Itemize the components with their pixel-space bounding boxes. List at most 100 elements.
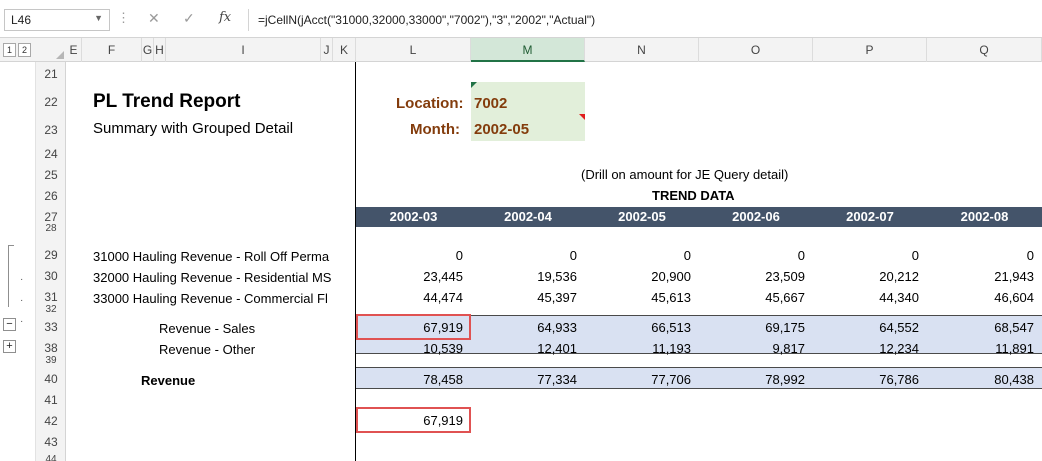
row-header[interactable]: 43 — [44, 435, 58, 449]
summary-value[interactable]: 11,193 — [652, 341, 691, 356]
row-header[interactable]: 22 — [44, 95, 58, 109]
confirm-icon[interactable]: ✓ — [183, 10, 195, 26]
summary-value[interactable]: 10,539 — [423, 341, 463, 356]
column-header-h[interactable]: H — [154, 38, 166, 62]
total-value[interactable]: 78,458 — [423, 372, 463, 387]
detail-value[interactable]: 45,667 — [765, 290, 805, 305]
column-header-j[interactable]: J — [321, 38, 333, 62]
row-header[interactable]: 28 — [45, 224, 57, 232]
column-header-row: 1 2 E F G H I J K L M N O P Q — [0, 38, 1042, 62]
detail-value[interactable]: 44,474 — [423, 290, 463, 305]
detail-value[interactable]: 45,397 — [537, 290, 577, 305]
name-box-value: L46 — [11, 13, 32, 27]
check-cell[interactable]: 67,919 — [423, 413, 463, 428]
expand-group-button[interactable]: + — [3, 340, 16, 353]
name-box[interactable]: L46 ▼ — [4, 9, 110, 31]
trend-header-bar: 2002-03 2002-04 2002-05 2002-06 2002-07 … — [356, 207, 1042, 227]
cancel-icon[interactable]: ✕ — [148, 10, 160, 26]
row-headers: 21 22 23 24 25 26 27 28 29 30 31 32 33 3… — [36, 62, 66, 461]
column-header-f[interactable]: F — [82, 38, 142, 62]
drag-handle-icon[interactable]: ⋮ — [117, 10, 130, 25]
insert-function-icon[interactable]: fx — [219, 10, 232, 25]
row-header[interactable]: 27 — [44, 210, 58, 224]
column-header-q[interactable]: Q — [927, 38, 1042, 62]
collapse-group-button[interactable]: − — [3, 318, 16, 331]
summary-value[interactable]: 12,234 — [879, 341, 919, 356]
outline-gutter: · · · − + — [0, 62, 36, 461]
summary-label: Revenue - Sales — [159, 321, 256, 336]
chevron-down-icon[interactable]: ▼ — [94, 13, 103, 23]
column-header-m[interactable]: M — [471, 38, 585, 62]
row-header[interactable]: 21 — [44, 67, 58, 81]
column-header-p[interactable]: P — [813, 38, 927, 62]
outline-level-2-button[interactable]: 2 — [18, 43, 31, 57]
column-header-g[interactable]: G — [142, 38, 154, 62]
total-value[interactable]: 78,992 — [765, 372, 805, 387]
total-value[interactable]: 76,786 — [879, 372, 919, 387]
row-header[interactable]: 38 — [44, 341, 58, 355]
select-all-corner[interactable] — [50, 38, 66, 62]
row-header[interactable]: 25 — [44, 168, 58, 182]
row-header[interactable]: 24 — [44, 147, 58, 161]
row-header[interactable]: 30 — [44, 269, 58, 283]
row-header[interactable]: 32 — [45, 305, 57, 313]
detail-value[interactable]: 0 — [455, 248, 463, 263]
row-header[interactable]: 26 — [44, 189, 58, 203]
summary-label: Revenue - Other — [159, 342, 256, 357]
row-header[interactable]: 29 — [44, 248, 58, 262]
column-header-i[interactable]: I — [166, 38, 321, 62]
row-header[interactable]: 23 — [44, 123, 58, 137]
location-value[interactable]: 7002 — [474, 95, 508, 112]
detail-value[interactable]: 0 — [911, 248, 919, 263]
summary-value[interactable]: 64,933 — [537, 320, 577, 335]
column-header-n[interactable]: N — [585, 38, 699, 62]
detail-value[interactable]: 0 — [569, 248, 577, 263]
summary-value[interactable]: 9,817 — [772, 341, 805, 356]
row-header[interactable]: 42 — [44, 414, 58, 428]
total-value[interactable]: 77,706 — [651, 372, 691, 387]
parameter-input-box — [471, 82, 585, 141]
formula-input[interactable]: =jCellN(jAcct("31000,32000,33000","7002"… — [248, 9, 1042, 31]
report-title: PL Trend Report — [93, 91, 241, 112]
row-header[interactable]: 33 — [44, 320, 58, 334]
detail-value[interactable]: 20,212 — [879, 269, 919, 284]
row-header[interactable]: 39 — [45, 356, 57, 364]
column-header-k[interactable]: K — [333, 38, 356, 62]
period-header: 2002-03 — [389, 209, 438, 224]
row-header[interactable]: 44 — [45, 455, 57, 461]
total-value[interactable]: 80,438 — [994, 372, 1034, 387]
detail-label: 31000 Hauling Revenue - Roll Off Perma — [93, 249, 330, 264]
summary-value[interactable]: 68,547 — [994, 320, 1034, 335]
month-value[interactable]: 2002-05 — [474, 121, 530, 138]
summary-value[interactable]: 69,175 — [765, 320, 805, 335]
column-header-l[interactable]: L — [356, 38, 471, 62]
detail-value[interactable]: 0 — [1026, 248, 1034, 263]
summary-value[interactable]: 11,891 — [995, 341, 1034, 356]
row-header[interactable]: 31 — [44, 290, 58, 304]
row-header[interactable]: 40 — [44, 372, 58, 386]
detail-value[interactable]: 0 — [797, 248, 805, 263]
column-divider — [355, 62, 356, 461]
column-header-e[interactable]: E — [66, 38, 82, 62]
detail-value[interactable]: 20,900 — [651, 269, 691, 284]
row-header[interactable]: 41 — [44, 393, 58, 407]
detail-value[interactable]: 44,340 — [879, 290, 919, 305]
outline-level-1-button[interactable]: 1 — [3, 43, 16, 57]
summary-value[interactable]: 67,919 — [423, 320, 463, 335]
detail-value[interactable]: 19,536 — [537, 269, 577, 284]
detail-value[interactable]: 21,943 — [994, 269, 1034, 284]
summary-value[interactable]: 64,552 — [879, 320, 919, 335]
detail-value[interactable]: 0 — [683, 248, 691, 263]
location-label: Location: — [396, 95, 464, 112]
detail-value[interactable]: 23,445 — [423, 269, 463, 284]
detail-value[interactable]: 46,604 — [994, 290, 1034, 305]
detail-value[interactable]: 23,509 — [765, 269, 805, 284]
highlight-box — [356, 314, 471, 340]
trend-data-label: TREND DATA — [652, 188, 735, 203]
summary-value[interactable]: 66,513 — [651, 320, 691, 335]
total-value[interactable]: 77,334 — [537, 372, 577, 387]
detail-value[interactable]: 45,613 — [651, 290, 691, 305]
detail-label: 33000 Hauling Revenue - Commercial Fl — [93, 291, 328, 306]
summary-value[interactable]: 12,401 — [537, 341, 577, 356]
column-header-o[interactable]: O — [699, 38, 813, 62]
